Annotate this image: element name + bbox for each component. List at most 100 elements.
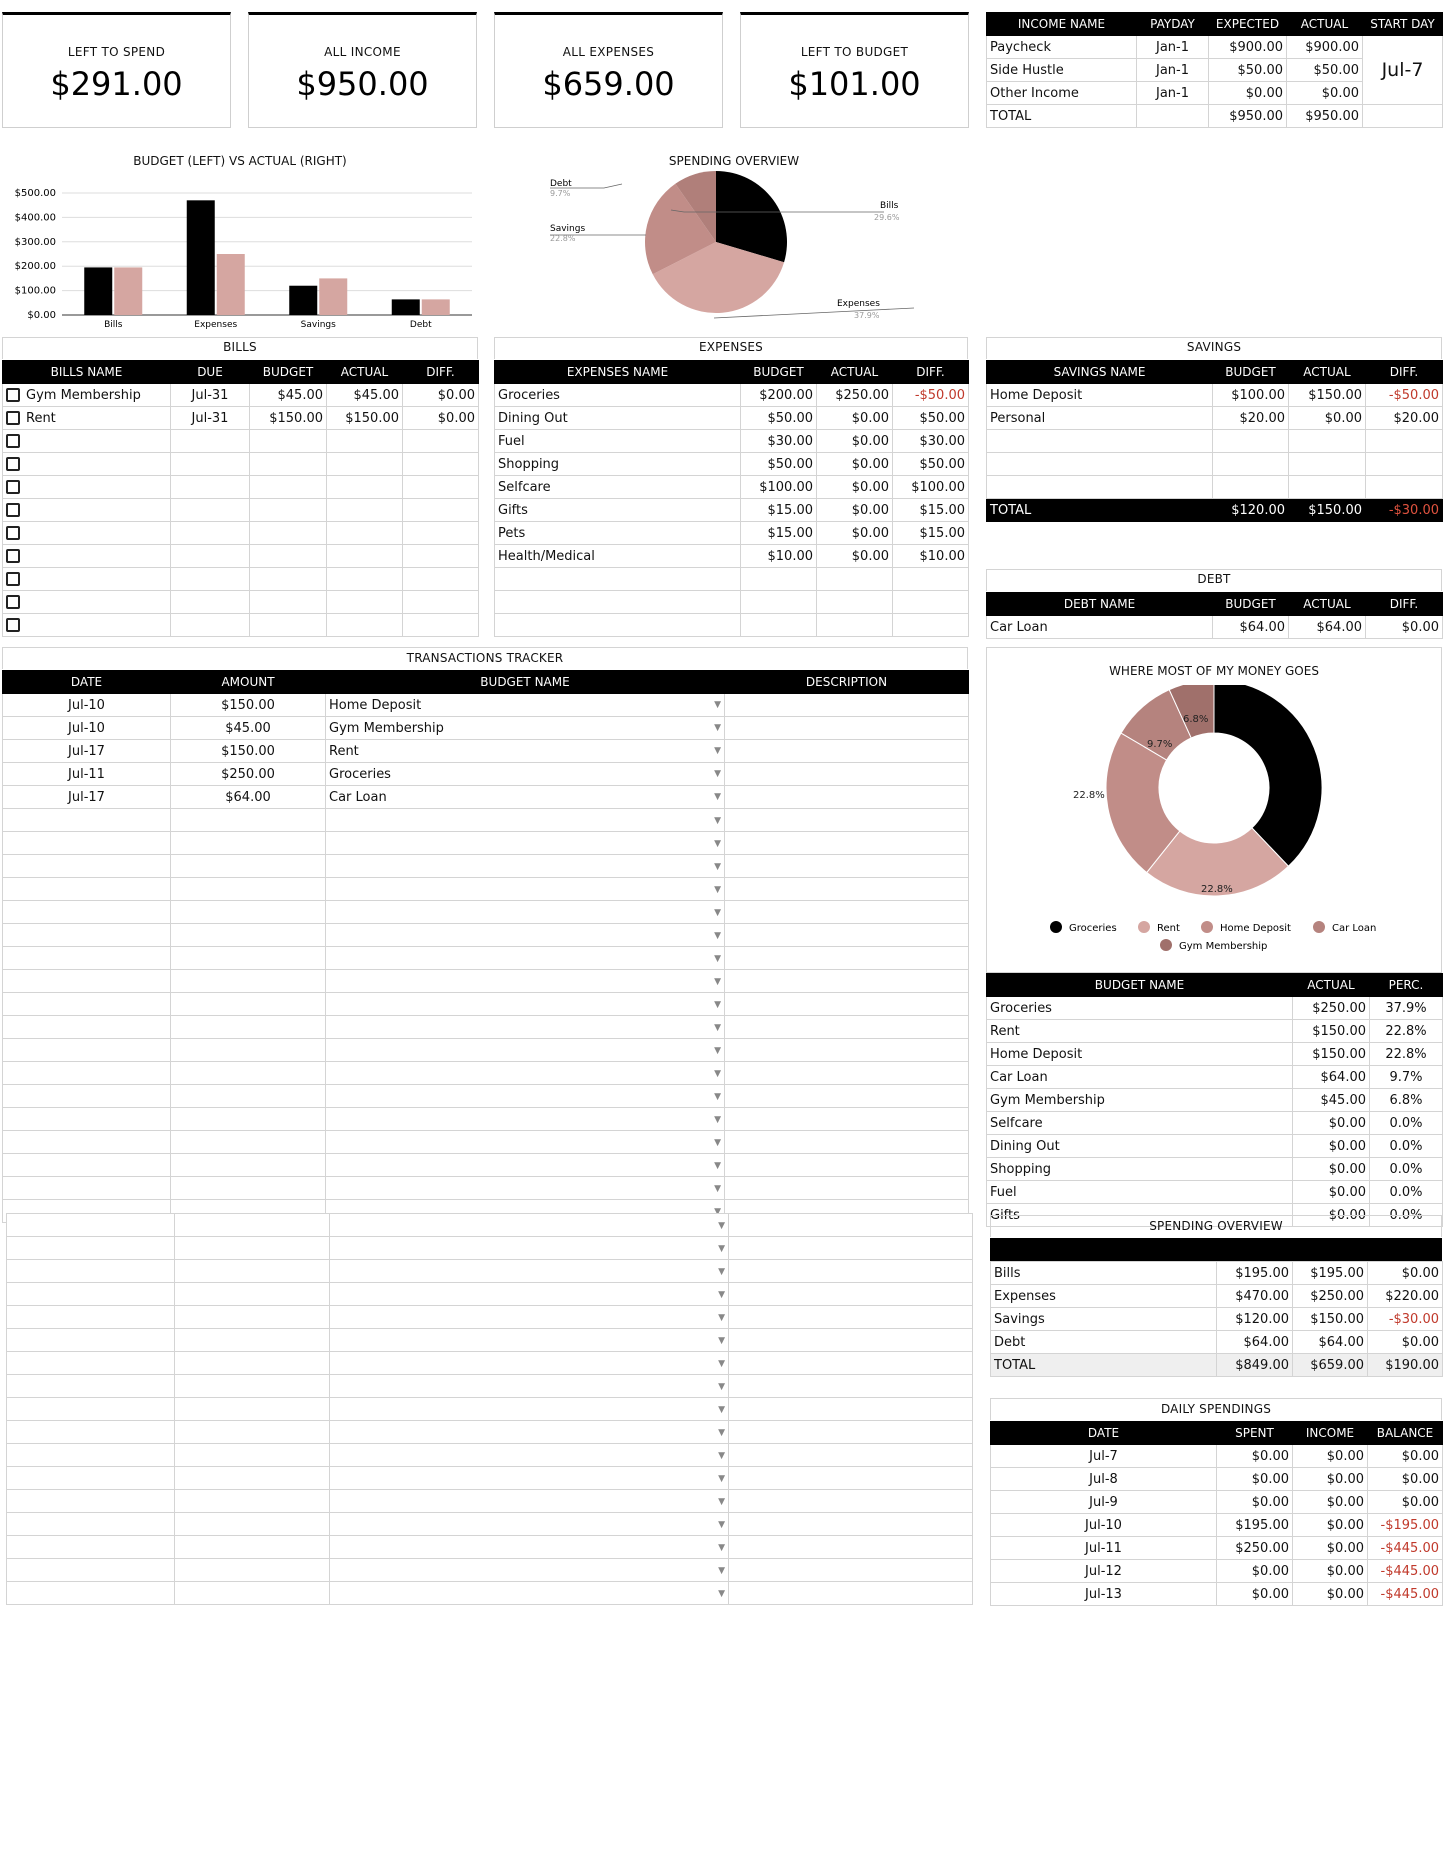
empty-cell[interactable]: [1212, 452, 1289, 476]
bill-paid-checkbox[interactable]: [6, 595, 20, 609]
tx-date[interactable]: [2, 831, 171, 855]
income-name[interactable]: Other Income: [986, 81, 1137, 105]
tx-date[interactable]: [6, 1213, 175, 1237]
empty-cell[interactable]: [740, 590, 817, 614]
tx-description[interactable]: [728, 1581, 973, 1605]
tx-amount[interactable]: $250.00: [170, 762, 326, 786]
dropdown-arrow-icon[interactable]: ▼: [714, 1207, 721, 1217]
tx-description[interactable]: [724, 1015, 969, 1039]
income-name[interactable]: Paycheck: [986, 35, 1137, 59]
tx-amount[interactable]: [170, 1130, 326, 1154]
tx-date[interactable]: [2, 969, 171, 993]
tx-budget-name-select[interactable]: ▼: [325, 900, 725, 924]
tx-budget-name-select[interactable]: ▼: [329, 1351, 729, 1375]
empty-cell[interactable]: [326, 429, 403, 453]
tx-budget-name-select[interactable]: ▼: [325, 1176, 725, 1200]
expense-name[interactable]: Gifts: [494, 498, 741, 522]
dropdown-arrow-icon[interactable]: ▼: [714, 816, 721, 826]
dropdown-arrow-icon[interactable]: ▼: [718, 1359, 725, 1369]
tx-date[interactable]: [6, 1466, 175, 1490]
tx-amount[interactable]: [170, 831, 326, 855]
empty-cell[interactable]: [1212, 429, 1289, 453]
expense-budget[interactable]: $50.00: [740, 452, 817, 476]
dropdown-arrow-icon[interactable]: ▼: [714, 1184, 721, 1194]
empty-cell[interactable]: [1212, 475, 1289, 499]
tx-amount[interactable]: [174, 1397, 330, 1421]
bill-paid-checkbox[interactable]: [6, 457, 20, 471]
empty-cell[interactable]: [892, 567, 969, 591]
tx-budget-name-select[interactable]: Groceries ▼: [325, 762, 725, 786]
tx-date[interactable]: [2, 1015, 171, 1039]
tx-date[interactable]: Jul-11: [2, 762, 171, 786]
tx-description[interactable]: [728, 1374, 973, 1398]
income-actual[interactable]: $900.00: [1286, 35, 1363, 59]
tx-budget-name-select[interactable]: ▼: [325, 877, 725, 901]
tx-description[interactable]: [724, 1084, 969, 1108]
dropdown-arrow-icon[interactable]: ▼: [714, 1161, 721, 1171]
tx-description[interactable]: [724, 693, 969, 717]
tx-amount[interactable]: [170, 1107, 326, 1131]
tx-description[interactable]: [724, 1107, 969, 1131]
empty-cell[interactable]: [249, 429, 327, 453]
bill-paid-checkbox[interactable]: [6, 526, 20, 540]
tx-amount[interactable]: [170, 900, 326, 924]
tx-amount[interactable]: [170, 877, 326, 901]
empty-cell[interactable]: [892, 590, 969, 614]
empty-cell[interactable]: [170, 452, 250, 476]
tx-budget-name-select[interactable]: ▼: [325, 1153, 725, 1177]
dropdown-arrow-icon[interactable]: ▼: [718, 1589, 725, 1599]
expense-budget[interactable]: $10.00: [740, 544, 817, 568]
tx-description[interactable]: [724, 785, 969, 809]
bill-paid-checkbox[interactable]: [6, 549, 20, 563]
tx-budget-name-select[interactable]: ▼: [325, 854, 725, 878]
debt-name[interactable]: Car Loan: [986, 615, 1213, 639]
empty-cell[interactable]: [170, 590, 250, 614]
tx-budget-name-select[interactable]: ▼: [325, 992, 725, 1016]
tx-date[interactable]: [2, 1130, 171, 1154]
tx-amount[interactable]: [174, 1374, 330, 1398]
dropdown-arrow-icon[interactable]: ▼: [718, 1382, 725, 1392]
tx-date[interactable]: [2, 808, 171, 832]
tx-amount[interactable]: [174, 1581, 330, 1605]
tx-budget-name-select[interactable]: ▼: [325, 969, 725, 993]
empty-cell[interactable]: [1288, 475, 1366, 499]
tx-description[interactable]: [724, 877, 969, 901]
expense-budget[interactable]: $50.00: [740, 406, 817, 430]
dropdown-arrow-icon[interactable]: ▼: [714, 885, 721, 895]
empty-cell[interactable]: [402, 429, 479, 453]
tx-amount[interactable]: [170, 1153, 326, 1177]
tx-budget-name-select[interactable]: ▼: [325, 1084, 725, 1108]
empty-cell[interactable]: [1365, 475, 1443, 499]
dropdown-arrow-icon[interactable]: ▼: [718, 1520, 725, 1530]
tx-date[interactable]: [2, 1153, 171, 1177]
tx-date[interactable]: [6, 1558, 175, 1582]
empty-cell[interactable]: [1365, 429, 1443, 453]
tx-description[interactable]: [724, 1130, 969, 1154]
tx-date[interactable]: [2, 900, 171, 924]
tx-date[interactable]: [6, 1305, 175, 1329]
tx-amount[interactable]: [174, 1351, 330, 1375]
bill-due[interactable]: Jul-31: [170, 383, 250, 407]
bill-budget[interactable]: $150.00: [249, 406, 327, 430]
empty-cell[interactable]: [170, 613, 250, 637]
tx-amount[interactable]: $150.00: [170, 693, 326, 717]
empty-cell[interactable]: [740, 567, 817, 591]
tx-description[interactable]: [728, 1535, 973, 1559]
tx-budget-name-select[interactable]: ▼: [325, 808, 725, 832]
dropdown-arrow-icon[interactable]: ▼: [714, 862, 721, 872]
dropdown-arrow-icon[interactable]: ▼: [718, 1336, 725, 1346]
tx-amount[interactable]: [174, 1443, 330, 1467]
dropdown-arrow-icon[interactable]: ▼: [714, 839, 721, 849]
dropdown-arrow-icon[interactable]: ▼: [718, 1267, 725, 1277]
tx-amount[interactable]: [174, 1236, 330, 1260]
empty-cell[interactable]: [494, 590, 741, 614]
tx-date[interactable]: [6, 1489, 175, 1513]
tx-date[interactable]: Jul-17: [2, 739, 171, 763]
savings-name[interactable]: Home Deposit: [986, 383, 1213, 407]
bill-budget[interactable]: $45.00: [249, 383, 327, 407]
tx-amount[interactable]: [170, 946, 326, 970]
tx-description[interactable]: [724, 900, 969, 924]
tx-date[interactable]: [2, 1038, 171, 1062]
tx-budget-name-select[interactable]: ▼: [329, 1374, 729, 1398]
empty-cell[interactable]: [1365, 452, 1443, 476]
